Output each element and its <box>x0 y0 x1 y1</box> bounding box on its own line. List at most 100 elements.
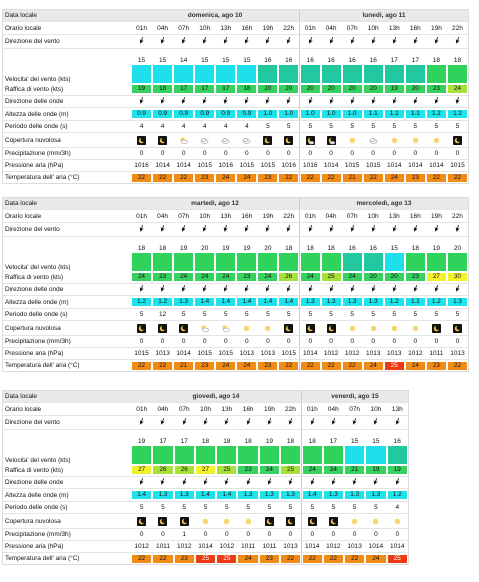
wind-speed-bar <box>195 446 216 464</box>
pressure-row-cell: 1011 <box>425 347 447 360</box>
wind-direction-row-cell <box>236 34 258 49</box>
wave-period-row-cell: 4 <box>386 501 408 514</box>
wind-speed-bar <box>366 446 386 464</box>
wave-height-value: 1.1 <box>363 110 383 118</box>
precipitation-row-cell: 0 <box>320 335 342 348</box>
wave-height-value: 1.4 <box>217 491 237 499</box>
wind-direction-row-cell <box>152 34 174 49</box>
temperature-value: 22 <box>153 554 173 563</box>
precipitation-value: 0 <box>202 338 207 345</box>
cloud-cover-row-cell <box>425 132 447 148</box>
hour-row-cell: 04h <box>152 402 174 416</box>
precipitation-row-cell: 0 <box>131 335 153 348</box>
wind-speed-bar <box>281 446 300 464</box>
pressure-value: 1016 <box>281 162 296 169</box>
temperature-value: 24 <box>216 173 236 182</box>
wave-period-value: 4 <box>160 123 165 130</box>
hour-row-cell: 16h <box>237 402 259 416</box>
wind-gust-row-cell: 26 <box>278 271 300 284</box>
wind-speed-row-cell: 14 <box>173 49 194 83</box>
pressure-value: 1014 <box>387 162 402 169</box>
hour-row-cell: 13h <box>215 21 237 35</box>
temperature-value: 23 <box>426 361 446 370</box>
wind-direction-row-cell <box>194 34 216 49</box>
wind-arrow-icon <box>350 37 355 44</box>
wave-period-row-cell: 5 <box>173 501 195 514</box>
precipitation-value: 0 <box>245 150 249 157</box>
hour-row-cell: 22h <box>278 209 300 223</box>
wave-arrow-icon <box>413 285 418 292</box>
temperature-value: 22 <box>132 554 152 563</box>
wind-speed-row: Velocita' del vento (kts) 15 15 14 15 15 15 16 1… <box>3 48 468 83</box>
precipitation-row-cell: 0 <box>131 147 153 160</box>
temperature-row-cell: 25 <box>216 553 237 565</box>
wind-arrow-icon <box>455 37 460 44</box>
wind-gust-value: 24 <box>195 273 215 281</box>
pressure-row-cell: 1015 <box>215 347 237 360</box>
hour-text: 07h <box>178 212 190 220</box>
wind-gust-row-cell: 19 <box>386 464 408 477</box>
wave-period-value: 5 <box>434 123 439 130</box>
wind-speed-row-cell: 15 <box>215 49 236 83</box>
precipitation-value: 0 <box>455 150 460 157</box>
temperature-row-cell: 23 <box>257 360 278 372</box>
hour-row-cell: 07h <box>341 21 363 35</box>
wave-arrow-icon <box>161 478 166 485</box>
wave-period-row-cell: 4 <box>173 120 195 133</box>
wave-period-row-cell: 5 <box>365 501 387 514</box>
wind-gust-row-cell: 17 <box>194 83 216 96</box>
hour-row-cell: 22h <box>446 21 468 35</box>
wind-gust-row-cell: 24 <box>258 464 281 477</box>
wind-gust-row-cell: 20 <box>341 83 363 96</box>
temperature-value: 22 <box>342 361 362 370</box>
wind-direction-row-cell <box>425 222 447 237</box>
wave-direction-row-cell <box>446 95 468 108</box>
pressure-row-cell: 1012 <box>131 540 153 553</box>
wind-speed-bar-wrap: 18 <box>321 237 342 271</box>
wave-height-value: 1.3 <box>281 491 300 499</box>
day-header-text: mercoledì, ago 13 <box>356 200 412 207</box>
temperature-value: 24 <box>237 361 257 370</box>
date-row: Data locale domenica, ago 10 lunedì, ago 1… <box>3 10 468 22</box>
wind-gust-value: 23 <box>405 273 425 281</box>
wind-arrow-icon <box>267 418 272 425</box>
wind-arrow-icon <box>392 37 397 44</box>
wind-gust-value: 17 <box>195 85 215 93</box>
precipitation-row-label-text: Precipitazione (mm/3h) <box>5 531 71 538</box>
wave-height-value: 1.4 <box>258 298 278 306</box>
wave-period-value: 5 <box>267 504 272 511</box>
temperature-row-label: Temperatura dell' aria (°C) <box>3 360 131 372</box>
wind-gust-value: 27 <box>195 466 216 474</box>
wind-direction-row: Direzione del vento <box>3 415 408 430</box>
wind-gust-value: 20 <box>279 85 298 93</box>
wind-speed-bar-wrap: 18 <box>131 237 152 271</box>
wave-height-row-cell: 1.3 <box>280 488 302 502</box>
hour-text: 16h <box>242 405 254 413</box>
wave-period-value: 5 <box>455 311 460 318</box>
wind-gust-row-cell: 20 <box>362 83 384 96</box>
wind-speed-bar <box>237 253 257 271</box>
wind-speed-value: 14 <box>180 57 188 64</box>
wind-speed-bar <box>174 253 194 271</box>
wind-gust-row-cell: 23 <box>152 271 174 284</box>
wind-gust-row-cell: 24 <box>131 271 153 284</box>
wind-gust-row-cell: 24 <box>257 271 279 284</box>
temperature-row-cell: 22 <box>298 171 321 183</box>
wave-period-value: 5 <box>392 123 397 130</box>
precipitation-row-cell: 0 <box>425 335 447 348</box>
wave-height-row-cell: 1.1 <box>383 107 405 121</box>
hour-row-label-text: Orario locale <box>5 212 42 220</box>
wave-period-row-cell: 5 <box>258 501 281 514</box>
clear-night-icon <box>452 323 462 333</box>
wind-direction-row-cell <box>404 34 426 49</box>
wave-arrow-icon <box>331 478 336 485</box>
wind-direction-row-cell <box>131 415 153 430</box>
wave-period-value: 5 <box>413 123 418 130</box>
wind-speed-bar-wrap: 15 <box>215 49 236 83</box>
temperature-row-cell: 22 <box>447 172 468 184</box>
wind-arrow-icon <box>245 37 250 44</box>
wind-speed-bar-wrap: 19 <box>215 237 236 271</box>
wave-height-row: Altezza delle onde (m) 1.2 1.2 1.3 1.4 1.4 1.4… <box>3 295 468 309</box>
wave-period-row: Periodo delle onde (s) 4 4 4 4 4 4 5 5 5 5 5 5 5 5 5 5 <box>3 120 468 133</box>
wave-period-row-cell: 5 <box>446 120 468 133</box>
